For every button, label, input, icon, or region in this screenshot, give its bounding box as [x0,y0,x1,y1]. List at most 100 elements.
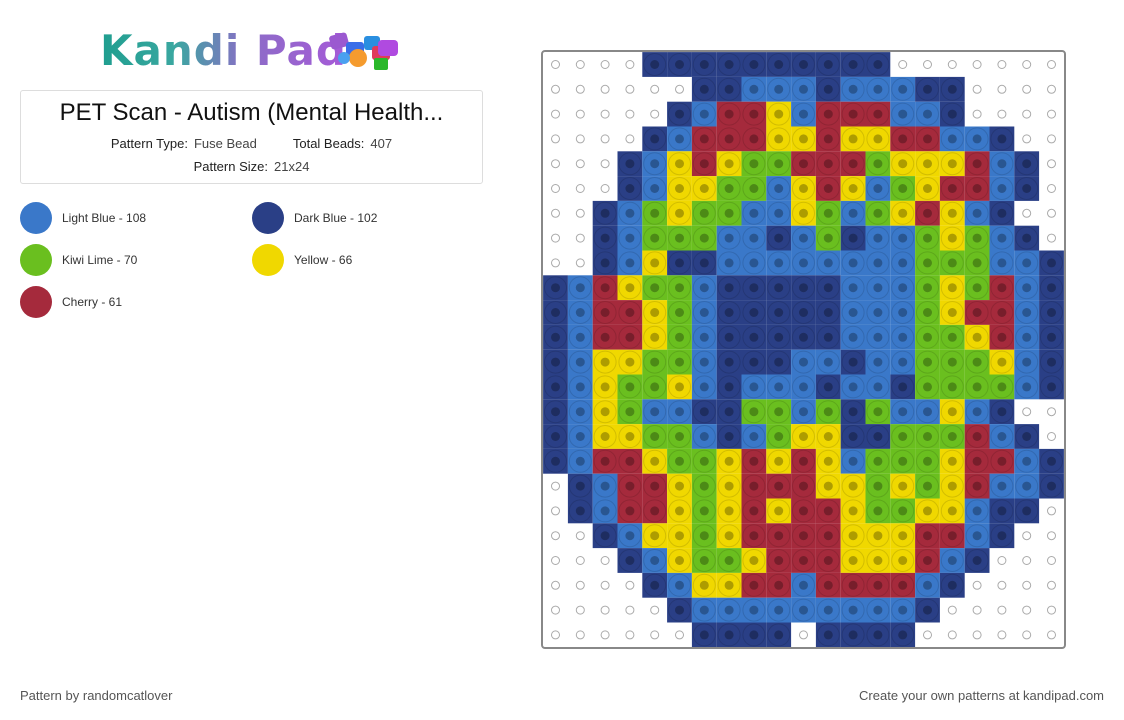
bead[interactable] [890,473,916,499]
bead[interactable] [989,151,1015,177]
bead[interactable] [915,424,940,449]
empty-peg[interactable] [575,208,585,218]
empty-peg[interactable] [650,630,660,640]
bead[interactable] [840,622,866,648]
bead[interactable] [592,448,618,474]
bead[interactable] [939,374,965,400]
empty-peg[interactable] [600,556,610,565]
empty-peg[interactable] [551,481,560,491]
bead[interactable] [642,225,668,251]
bead[interactable] [716,300,742,325]
bead[interactable] [766,399,792,425]
empty-peg[interactable] [551,630,560,640]
empty-peg[interactable] [997,580,1007,590]
bead[interactable] [865,225,891,251]
empty-peg[interactable] [600,605,610,615]
bead[interactable] [939,349,965,375]
empty-peg[interactable] [1047,60,1056,69]
empty-peg[interactable] [1047,432,1056,441]
bead[interactable] [791,424,816,449]
bead[interactable] [1014,473,1040,499]
bead[interactable] [989,275,1015,301]
bead[interactable] [667,548,692,573]
bead[interactable] [543,275,568,301]
bead[interactable] [815,597,841,623]
bead[interactable] [1014,448,1040,474]
empty-peg[interactable] [625,60,635,69]
empty-peg[interactable] [575,258,585,268]
bead[interactable] [691,349,717,375]
bead[interactable] [939,300,965,325]
bead[interactable] [939,200,965,226]
bead[interactable] [890,572,916,598]
bead[interactable] [939,225,965,251]
bead[interactable] [890,225,916,251]
bead[interactable] [840,225,866,251]
bead[interactable] [567,324,593,350]
bead[interactable] [567,399,593,425]
empty-peg[interactable] [625,605,635,615]
bead[interactable] [667,324,692,350]
bead[interactable] [890,399,916,425]
bead[interactable] [1039,473,1064,499]
bead[interactable] [964,424,990,449]
bead[interactable] [667,176,692,201]
empty-peg[interactable] [997,556,1007,565]
bead[interactable] [791,151,816,177]
empty-peg[interactable] [650,84,660,94]
bead[interactable] [741,523,767,549]
bead[interactable] [915,349,940,375]
empty-peg[interactable] [575,184,585,193]
bead[interactable] [791,498,816,524]
bead[interactable] [592,349,618,375]
empty-peg[interactable] [600,109,610,119]
bead[interactable] [642,324,668,350]
bead[interactable] [989,176,1015,201]
bead[interactable] [741,473,767,499]
empty-peg[interactable] [1047,506,1056,516]
empty-peg[interactable] [972,630,982,640]
empty-peg[interactable] [551,506,560,516]
empty-peg[interactable] [625,580,635,590]
bead[interactable] [964,300,990,325]
bead[interactable] [791,126,816,152]
bead[interactable] [840,424,866,449]
bead[interactable] [865,52,891,77]
bead[interactable] [890,275,916,301]
empty-peg[interactable] [551,84,560,94]
bead[interactable] [915,76,940,102]
bead[interactable] [766,151,792,177]
bead[interactable] [939,424,965,449]
bead[interactable] [667,126,692,152]
empty-peg[interactable] [1022,134,1032,144]
empty-peg[interactable] [551,184,560,193]
bead[interactable] [667,448,692,474]
bead[interactable] [1014,498,1040,524]
empty-peg[interactable] [650,605,660,615]
bead[interactable] [815,76,841,102]
bead[interactable] [989,424,1015,449]
bead[interactable] [815,250,841,276]
empty-peg[interactable] [972,60,982,69]
bead[interactable] [766,498,792,524]
bead[interactable] [915,275,940,301]
empty-peg[interactable] [675,630,684,640]
bead[interactable] [592,473,618,499]
bead[interactable] [840,597,866,623]
empty-peg[interactable] [1047,531,1056,541]
bead[interactable] [691,300,717,325]
bead[interactable] [939,176,965,201]
bead[interactable] [915,101,940,127]
bead[interactable] [716,176,742,201]
empty-peg[interactable] [799,630,808,640]
bead[interactable] [766,225,792,251]
bead[interactable] [543,300,568,325]
bead[interactable] [915,151,940,177]
bead[interactable] [543,399,568,425]
empty-peg[interactable] [997,630,1007,640]
bead[interactable] [1014,374,1040,400]
bead[interactable] [716,324,742,350]
bead[interactable] [989,200,1015,226]
bead[interactable] [741,399,767,425]
bead[interactable] [691,548,717,573]
